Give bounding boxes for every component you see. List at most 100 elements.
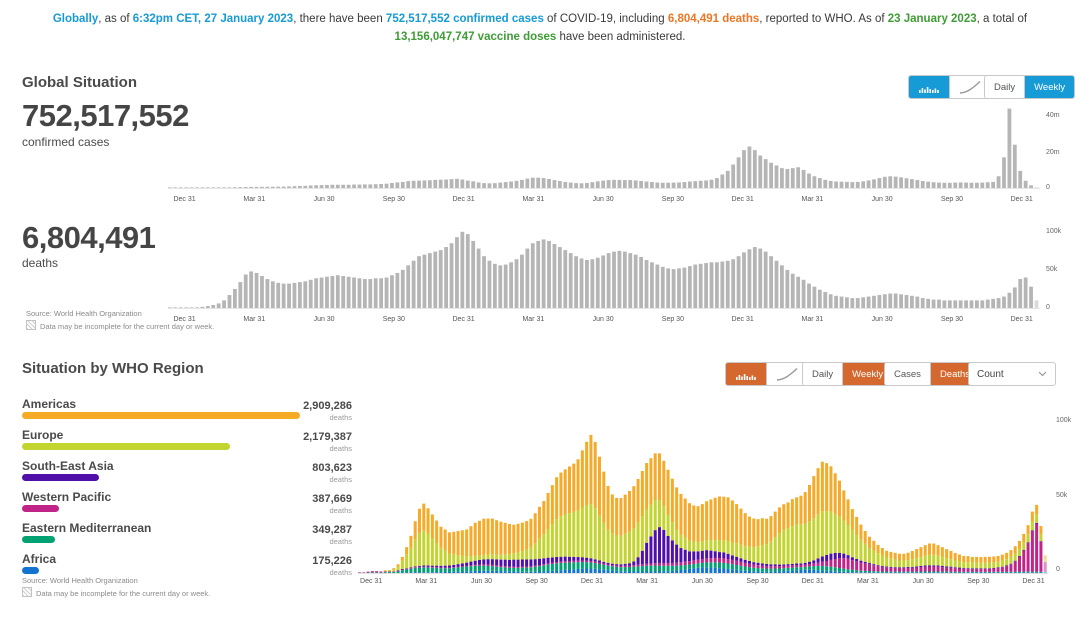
region-bar <box>22 536 55 543</box>
region-row-western-pacific[interactable]: Western Pacific 387,669 deaths <box>22 490 352 518</box>
global-source-note: Source: World Health Organization Data m… <box>26 309 214 332</box>
region-histogram-view-button[interactable] <box>726 363 766 385</box>
region-cumulative-view-button[interactable] <box>766 363 807 385</box>
region-deaths-unit: deaths <box>329 475 352 484</box>
global-summary-text: Globally, as of 6:32pm CET, 27 January 2… <box>52 13 1028 44</box>
x-axis-label: Dec 31 <box>1022 578 1045 585</box>
x-axis-label: Jun 30 <box>592 196 614 203</box>
line-chart-icon <box>776 367 798 381</box>
cases-ytick-20m: 20m <box>1046 149 1060 156</box>
x-axis-label: Sep 30 <box>382 196 405 203</box>
x-axis-label: Dec 31 <box>731 316 754 323</box>
region-row-americas[interactable]: Americas 2,909,286 deaths <box>22 397 352 425</box>
deaths-value: 6,804,491 <box>22 220 156 255</box>
global-histogram-view-button[interactable] <box>909 76 949 98</box>
summary-timestamp: 6:32pm CET, 27 January 2023 <box>132 13 294 25</box>
global-cases-chart[interactable] <box>168 105 1040 189</box>
x-axis-label: Mar 31 <box>801 196 824 203</box>
region-bar <box>22 567 39 574</box>
x-axis-label: Dec 31 <box>360 578 383 585</box>
summary-globally: Globally <box>52 13 99 25</box>
histogram-icon <box>918 80 940 94</box>
x-axis-label: Mar 31 <box>636 578 659 585</box>
global-situation-title: Global Situation <box>22 74 137 91</box>
x-axis-label: Jun 30 <box>871 316 893 323</box>
region-deaths-unit: deaths <box>329 506 352 515</box>
metric-select[interactable]: Count <box>968 362 1056 386</box>
region-row-africa[interactable]: Africa 175,226 deaths <box>22 552 352 580</box>
x-axis-label: Jun 30 <box>470 578 493 585</box>
regional-deaths-stacked-chart[interactable] <box>358 400 1048 574</box>
region-measure-toggle: Cases Deaths <box>884 362 981 386</box>
global-weekly-button[interactable]: Weekly <box>1024 76 1075 98</box>
confirmed-cases-value: 752,517,552 <box>22 98 189 133</box>
x-axis-label: Sep 30 <box>746 578 769 585</box>
chevron-down-icon <box>1038 369 1047 380</box>
global-cumulative-view-button[interactable] <box>949 76 990 98</box>
summary-deaths: 6,804,491 deaths <box>667 13 760 25</box>
x-axis-label: Mar 31 <box>857 578 879 585</box>
source-line: Source: World Health Organization <box>26 309 142 318</box>
regional-x-axis: Dec 31 Mar 31 Jun 30 Sep 30 Dec 31 Mar 31 Jun … <box>358 578 1048 588</box>
region-name: South-East Asia <box>22 459 114 473</box>
source-line: Source: World Health Organization <box>22 576 138 585</box>
region-cases-button[interactable]: Cases <box>885 363 930 385</box>
cases-x-axis: Dec 31 Mar 31 Jun 30 Sep 30 Dec 31 Mar 31 Jun … <box>168 196 1040 206</box>
x-axis-label: Jun 30 <box>871 196 893 203</box>
x-axis-label: Dec 31 <box>173 196 196 203</box>
region-deaths-value: 387,669 <box>312 493 352 505</box>
x-axis-label: Mar 31 <box>522 196 545 203</box>
x-axis-label: Jun 30 <box>912 578 934 585</box>
global-frequency-toggle: Daily Weekly <box>984 75 1076 99</box>
region-daily-button[interactable]: Daily <box>803 363 843 385</box>
x-axis-label: Dec 31 <box>1010 196 1033 203</box>
regional-ytick-100k: 100k <box>1056 417 1072 424</box>
region-bar <box>22 474 99 481</box>
cases-ytick-0: 0 <box>1046 184 1050 191</box>
region-chart-type-toggle <box>725 362 808 386</box>
x-axis-label: Jun 30 <box>592 316 614 323</box>
region-source-note: Source: World Health Organization Data m… <box>22 576 210 599</box>
x-axis-label: Mar 31 <box>522 316 545 323</box>
region-deaths-unit: deaths <box>329 413 352 422</box>
deaths-caption: deaths <box>22 256 59 270</box>
regional-ytick-50k: 50k <box>1056 492 1068 499</box>
incomplete-data-swatch <box>22 586 32 597</box>
region-name: Africa <box>22 552 57 566</box>
confirmed-cases-caption: confirmed cases <box>22 135 110 149</box>
incomplete-data-swatch <box>26 319 36 330</box>
region-name: Europe <box>22 428 64 442</box>
deaths-ytick-100k: 100k <box>1046 228 1062 235</box>
x-axis-label: Dec 31 <box>452 196 475 203</box>
cases-ytick-40m: 40m <box>1046 112 1060 119</box>
region-weekly-button[interactable]: Weekly <box>842 363 893 385</box>
region-deaths-value: 349,287 <box>312 524 352 536</box>
metric-select-value: Count <box>977 368 1004 380</box>
deaths-x-axis: Dec 31 Mar 31 Jun 30 Sep 30 Dec 31 Mar 31 Jun … <box>168 316 1040 326</box>
x-axis-label: Mar 31 <box>243 316 266 323</box>
region-deaths-button[interactable]: Deaths <box>929 363 980 385</box>
x-axis-label: Dec 31 <box>580 578 603 585</box>
region-deaths-value: 2,179,387 <box>303 431 352 443</box>
summary-vaccine-doses: 13,156,047,747 vaccine doses <box>394 31 557 44</box>
region-row-europe[interactable]: Europe 2,179,387 deaths <box>22 428 352 456</box>
x-axis-label: Mar 31 <box>801 316 824 323</box>
global-daily-button[interactable]: Daily <box>985 76 1025 98</box>
histogram-icon <box>735 367 757 381</box>
global-deaths-chart[interactable] <box>168 228 1040 309</box>
x-axis-label: Sep 30 <box>525 578 548 585</box>
region-row-eastern-mediterranean[interactable]: Eastern Mediterranean 349,287 deaths <box>22 521 352 549</box>
x-axis-label: Sep 30 <box>382 316 405 323</box>
x-axis-label: Dec 31 <box>731 196 754 203</box>
x-axis-label: Sep 30 <box>967 578 990 585</box>
region-deaths-unit: deaths <box>329 568 352 577</box>
region-name: Eastern Mediterranean <box>22 521 152 535</box>
x-axis-label: Sep 30 <box>661 196 684 203</box>
region-row-south-east-asia[interactable]: South-East Asia 803,623 deaths <box>22 459 352 487</box>
region-frequency-toggle: Daily Weekly <box>802 362 894 386</box>
incomplete-note: Data may be incomplete for the current d… <box>36 588 211 598</box>
region-bar <box>22 443 230 450</box>
x-axis-label: Sep 30 <box>661 316 684 323</box>
x-axis-label: Dec 31 <box>452 316 475 323</box>
regional-ytick-0: 0 <box>1056 566 1060 573</box>
